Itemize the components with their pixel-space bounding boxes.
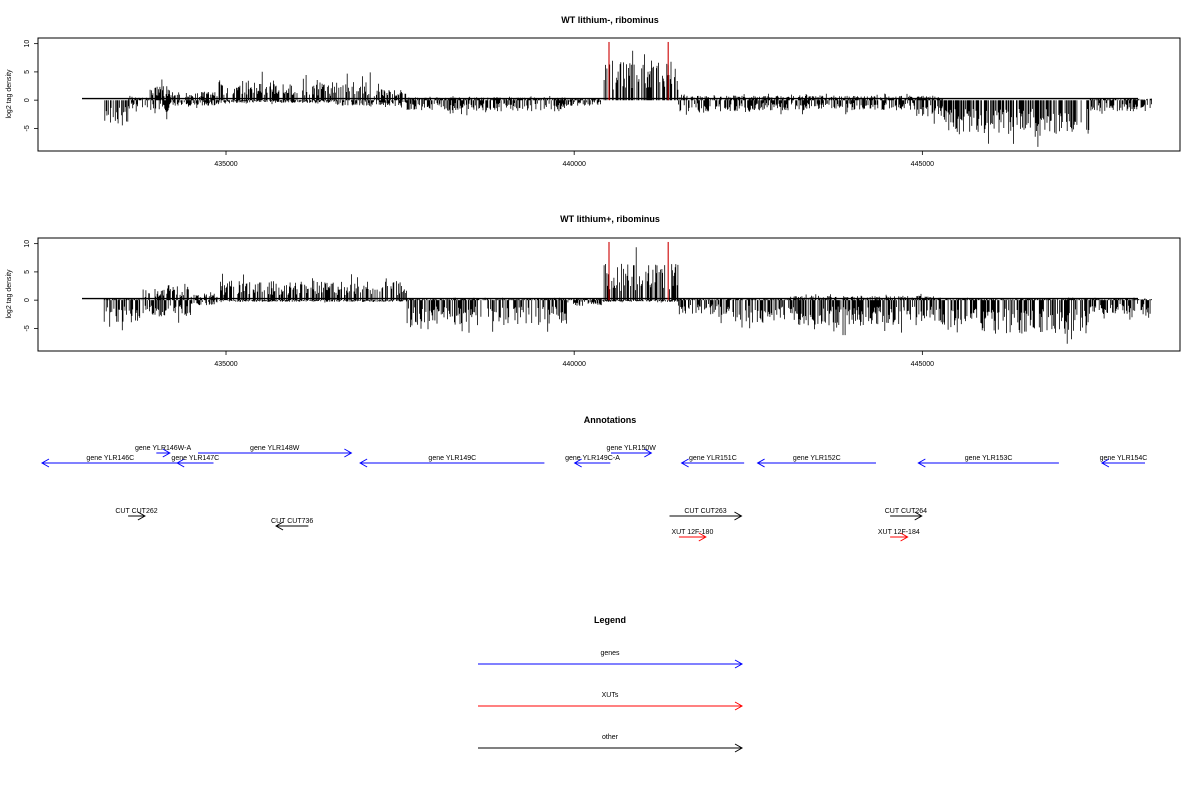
- annotation-label: gene YLR150W: [607, 445, 657, 452]
- y-tick-label: 5: [24, 270, 31, 274]
- annotation-label: CUT CUT264: [885, 508, 927, 515]
- annotation-arrow: [359, 458, 545, 468]
- track-panel-lithium-minus: WT lithium-, ribominus -5 0 5 10 435000 4400…: [6, 15, 1181, 168]
- y-axis-label: log2 tag density: [6, 69, 13, 119]
- annotation-label: gene YLR149C: [428, 455, 476, 462]
- annotation-arrow: [198, 448, 353, 458]
- annotation-label: XUT 12F-184: [878, 529, 920, 536]
- y-axis: -5 0 5 10: [24, 40, 39, 132]
- annotation-label: gene YLR149C-A: [565, 455, 620, 462]
- highlight-lines: [608, 41, 669, 101]
- y-axis-label: log2 tag density: [6, 269, 13, 319]
- legend-label: genes: [600, 650, 620, 657]
- legend-label: XUTs: [602, 692, 619, 699]
- legend-arrow: [478, 659, 744, 669]
- coverage-bar-path: [103, 247, 1152, 344]
- x-tick-label: 445000: [911, 161, 934, 168]
- legend-entries: genes XUTs other: [478, 650, 744, 753]
- annotation-arrow: [40, 458, 179, 468]
- annotations-title: Annotations: [584, 415, 637, 425]
- annotation-label: gene YLR147C: [171, 455, 219, 462]
- annotation-label: gene YLR148W: [250, 445, 300, 452]
- legend-arrow: [478, 701, 744, 711]
- annotation-label: gene YLR146W-A: [135, 445, 191, 452]
- annotation-arrow: [128, 511, 146, 521]
- annotation-arrow: [1100, 458, 1145, 468]
- annotation-label: gene YLR146C: [86, 455, 134, 462]
- annotation-arrow: [890, 532, 909, 542]
- annotation-arrow: [156, 448, 171, 458]
- annotation-label: XUT 12F-180: [671, 529, 713, 536]
- annotation-label: gene YLR152C: [793, 455, 841, 462]
- panel-title: WT lithium+, ribominus: [560, 214, 660, 224]
- y-axis: -5 0 5 10: [24, 240, 39, 332]
- legend-panel: Legend genes XUTs other: [478, 615, 744, 753]
- annotation-arrow: [573, 458, 611, 468]
- y-tick-label: -5: [24, 125, 31, 131]
- legend-title: Legend: [594, 615, 626, 625]
- y-tick-label: 5: [24, 70, 31, 74]
- y-tick-label: 0: [24, 298, 31, 302]
- x-tick-label: 435000: [214, 361, 237, 368]
- annotation-arrow: [756, 458, 876, 468]
- annotation-label: gene YLR154C: [1100, 455, 1148, 462]
- annotation-arrow: [890, 511, 923, 521]
- x-tick-label: 440000: [563, 361, 586, 368]
- annotation-arrow: [610, 448, 653, 458]
- x-tick-label: 440000: [563, 161, 586, 168]
- highlight-lines: [608, 241, 669, 301]
- annotation-label: CUT CUT262: [115, 508, 157, 515]
- annotation-arrow: [275, 521, 309, 531]
- annotation-arrow: [678, 532, 707, 542]
- x-axis: 435000 440000 445000: [214, 351, 934, 368]
- x-tick-label: 435000: [214, 161, 237, 168]
- annotation-arrow: [176, 458, 214, 468]
- track-panel-lithium-plus: WT lithium+, ribominus -5 0 5 10 435000 4400…: [6, 214, 1181, 368]
- y-tick-label: 10: [24, 240, 31, 248]
- x-tick-label: 445000: [911, 361, 934, 368]
- y-tick-label: 10: [24, 40, 31, 48]
- annotation-label: gene YLR151C: [689, 455, 737, 462]
- coverage-bars: [103, 247, 1152, 344]
- annotation-arrow: [680, 458, 745, 468]
- annotation-label: gene YLR153C: [965, 455, 1013, 462]
- annotation-arrow: [917, 458, 1059, 468]
- y-tick-label: -5: [24, 325, 31, 331]
- annotation-arrow: [669, 511, 743, 521]
- annotation-label: CUT CUT263: [684, 508, 726, 515]
- annotation-label: CUT CUT736: [271, 518, 313, 525]
- panel-title: WT lithium-, ribominus: [561, 15, 659, 25]
- y-tick-label: 0: [24, 98, 31, 102]
- legend-label: other: [602, 734, 619, 741]
- x-axis: 435000 440000 445000: [214, 151, 934, 168]
- legend-arrow: [478, 743, 744, 753]
